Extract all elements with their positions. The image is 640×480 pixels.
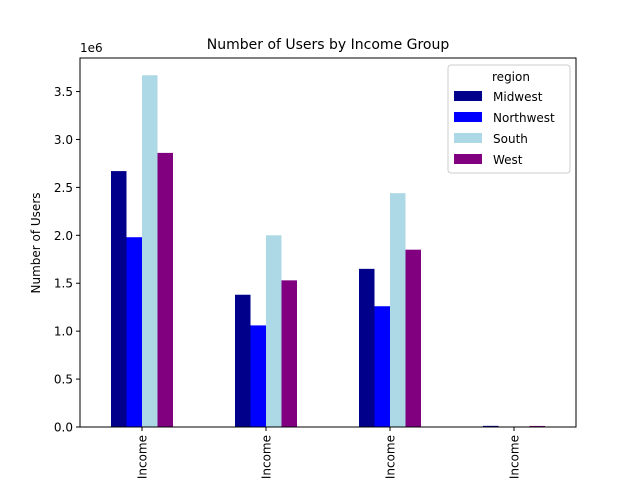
x-axis: Income Income Income Income [136, 427, 522, 479]
bar-west-1 [281, 280, 297, 427]
bar-northwest-1 [250, 325, 266, 427]
legend-swatch-northwest [454, 112, 482, 122]
legend-label-south: South [493, 132, 528, 146]
bar-south-0 [142, 75, 158, 427]
y-axis-label: Number of Users [29, 192, 43, 293]
chart-title: Number of Users by Income Group [207, 37, 450, 53]
y-tick-label: 3.0 [54, 133, 73, 147]
y-axis: 0.0 0.5 1.0 1.5 2.0 2.5 3.0 3.5 [54, 85, 80, 435]
x-tick-label: Income [508, 435, 522, 479]
bar-west-0 [157, 152, 173, 427]
y-tick-label: 1.5 [54, 277, 73, 291]
legend-swatch-west [454, 154, 482, 164]
y-axis-offset-label: 1e6 [80, 41, 103, 55]
legend-swatch-south [454, 133, 482, 143]
legend: region Midwest Northwest South West [447, 64, 571, 174]
y-tick-label: 1.0 [54, 325, 73, 339]
bar-northwest-2 [374, 306, 390, 427]
bar-south-2 [390, 193, 406, 427]
legend-label-northwest: Northwest [493, 111, 555, 125]
y-tick-label: 2.0 [54, 229, 73, 243]
legend-swatch-midwest [454, 91, 482, 101]
legend-label-midwest: Midwest [493, 90, 543, 104]
x-tick-label: Income [384, 435, 398, 479]
bar-midwest-3 [483, 425, 499, 427]
x-tick-label: Income [136, 435, 150, 479]
y-tick-label: 3.5 [54, 85, 73, 99]
x-tick-label: Income [260, 435, 274, 479]
legend-label-west: West [493, 153, 523, 167]
bar-west-2 [405, 249, 421, 427]
plot-frame [79, 57, 577, 428]
bar-northwest-0 [126, 237, 142, 427]
bar-midwest-1 [235, 294, 251, 427]
bar-midwest-2 [359, 268, 375, 427]
bar-midwest-0 [111, 171, 127, 427]
bar-west-3 [529, 425, 545, 427]
legend-title: region [492, 70, 530, 84]
y-tick-label: 0.0 [54, 421, 73, 435]
y-tick-label: 2.5 [54, 181, 73, 195]
y-tick-label: 0.5 [54, 373, 73, 387]
bars-group [111, 75, 545, 427]
bar-south-1 [266, 235, 282, 427]
